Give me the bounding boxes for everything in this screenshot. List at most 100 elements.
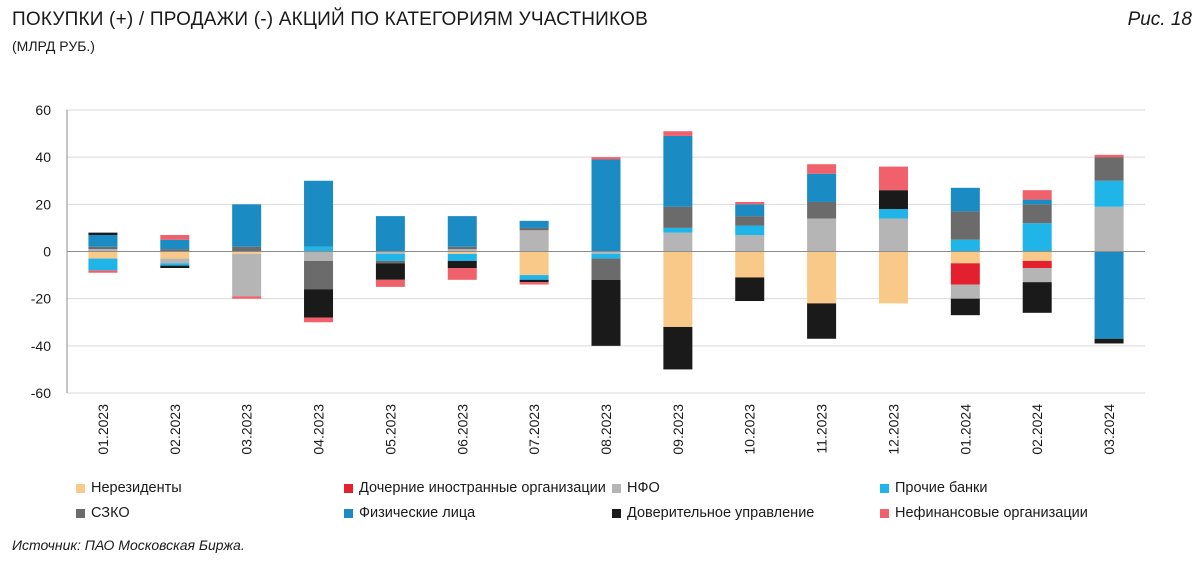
x-tick-label: 01.2023 (95, 404, 111, 455)
bar-segment (447, 253, 477, 261)
legend-swatch (880, 508, 889, 518)
legend-swatch (344, 508, 353, 518)
bar-segment (1094, 338, 1124, 344)
legend-label: СЗКО (91, 505, 130, 521)
legend-swatch (612, 483, 621, 493)
x-tick-label: 05.2023 (382, 404, 398, 455)
bar-segment (232, 253, 262, 297)
bar-segment (1094, 251, 1124, 339)
bar-segment (304, 180, 334, 247)
y-tick-label: 20 (35, 196, 51, 212)
bar-segment (519, 251, 549, 276)
legend-label: Прочие банки (895, 480, 988, 496)
bar-segment (1094, 206, 1124, 252)
bar-segment (591, 251, 621, 254)
y-tick-label: -60 (31, 385, 51, 401)
bar-segment (1094, 157, 1124, 181)
bar-segment (232, 204, 262, 247)
bar-segment (1022, 199, 1052, 205)
bar-segment (304, 246, 334, 252)
bar-segment (1022, 251, 1052, 261)
bar-segment (663, 227, 693, 233)
bar-segment (950, 298, 980, 316)
bar-segment (304, 251, 334, 261)
bar-segment (1094, 154, 1124, 158)
legend-swatch (76, 483, 85, 493)
bar-segment (304, 260, 334, 290)
y-tick-label: 0 (43, 244, 51, 260)
chart-units: (МЛРД РУБ.) (12, 38, 95, 54)
bar-segment (878, 209, 908, 219)
bar-segment (878, 190, 908, 210)
y-tick-label: -40 (31, 338, 51, 354)
source-note: Источник: ПАО Московская Биржа. (12, 537, 245, 553)
x-tick-label: 01.2024 (957, 404, 973, 455)
x-tick-label: 11.2023 (814, 404, 830, 454)
bar-segment (304, 317, 334, 323)
bar-segment (735, 251, 765, 278)
bar-segment (950, 239, 980, 252)
bar-segment (663, 206, 693, 228)
legend-label: Дочерние иностранные организации (359, 480, 606, 496)
bar-segment (950, 263, 980, 285)
bar-segment (663, 232, 693, 252)
bar-segment (1094, 180, 1124, 207)
bar-segment (232, 246, 262, 252)
bar-segment (735, 277, 765, 302)
bar-segment (88, 270, 118, 273)
legend-item: Нефинансовые организации (880, 505, 1088, 521)
bar-segment (950, 187, 980, 212)
bar-segment (88, 258, 118, 271)
bar-segment (591, 159, 621, 252)
bar-segment (447, 260, 477, 269)
bar-segment (160, 263, 190, 266)
bar-segment (232, 251, 262, 254)
bar-segment (160, 251, 190, 259)
bar-segment (160, 234, 190, 240)
bar-segment (88, 251, 118, 259)
bar-segment (1022, 190, 1052, 200)
x-tick-label: 07.2023 (526, 404, 542, 455)
bar-segment (519, 279, 549, 283)
bar-segment (375, 263, 405, 280)
legend-item: Доверительное управление (612, 505, 814, 521)
bar-segment (1022, 260, 1052, 269)
legend-label: Доверительное управление (627, 505, 815, 521)
legend-label: Физические лица (359, 505, 476, 521)
bar-segment (591, 157, 621, 160)
x-tick-label: 02.2023 (167, 404, 183, 455)
x-tick-label: 09.2023 (670, 404, 686, 455)
bar-segment (591, 253, 621, 259)
chart-title: ПОКУПКИ (+) / ПРОДАЖИ (-) АКЦИЙ ПО КАТЕГ… (12, 9, 648, 30)
bar-segment (663, 326, 693, 370)
legend-swatch (76, 508, 85, 518)
y-tick-label: -20 (31, 291, 51, 307)
legend-item: Нерезиденты (76, 480, 182, 496)
bar-segment (304, 289, 334, 318)
bar-segment (88, 232, 118, 235)
bar-segment (735, 234, 765, 252)
figure-label: Рис. 18 (1127, 9, 1192, 30)
legend-item: НФО (612, 480, 660, 496)
legend-item: Прочие банки (880, 480, 987, 496)
bar-segment (88, 234, 118, 247)
bar-segment (375, 260, 405, 264)
x-tick-label: 12.2023 (885, 404, 901, 455)
x-tick-label: 03.2024 (1101, 404, 1117, 455)
legend-label: Нефинансовые организации (895, 505, 1088, 521)
legend-item: СЗКО (76, 505, 130, 521)
stacked-bar-chart: -60 -40 -20 0 20 40 60 01.2023 02.2023 03.2023 04.… (31, 102, 1145, 455)
legend-swatch (344, 483, 353, 493)
legend-swatch (880, 483, 889, 493)
bar-segment (1022, 282, 1052, 313)
bar-segment (950, 284, 980, 299)
bar-segment (878, 218, 908, 252)
bar-segment (950, 251, 980, 264)
bar-segment (878, 166, 908, 191)
bar-segment (519, 275, 549, 280)
bar-segment (88, 249, 118, 252)
bar-segment (1022, 204, 1052, 224)
x-tick-label: 04.2023 (311, 404, 327, 455)
bar-segment (447, 249, 477, 252)
bar-segment (807, 218, 837, 252)
